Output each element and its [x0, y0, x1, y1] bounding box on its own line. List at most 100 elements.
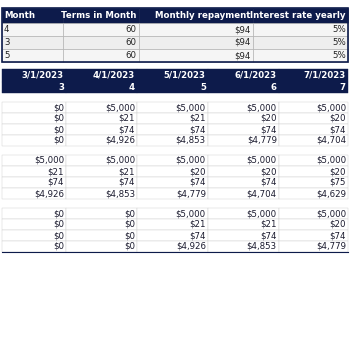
Text: Interest rate yearly: Interest rate yearly	[251, 11, 346, 20]
Bar	[139, 23, 253, 36]
Bar	[2, 241, 66, 252]
Bar	[66, 219, 137, 230]
Bar	[66, 155, 137, 166]
Bar	[137, 208, 208, 219]
Text: $4,779: $4,779	[316, 242, 346, 251]
Text: $4,926: $4,926	[176, 242, 206, 251]
Text: 5/1/2023: 5/1/2023	[164, 71, 206, 80]
Text: 7: 7	[340, 83, 346, 92]
Bar	[66, 208, 137, 219]
Text: $0: $0	[53, 114, 64, 123]
Text: $4,704: $4,704	[247, 189, 277, 198]
Bar	[253, 36, 348, 49]
Text: 5: 5	[4, 51, 9, 60]
Text: $4,926: $4,926	[105, 136, 135, 145]
Text: 3/1/2023: 3/1/2023	[22, 71, 64, 80]
Text: $21: $21	[118, 167, 135, 176]
Text: $74: $74	[118, 125, 135, 134]
Bar	[279, 166, 348, 177]
Text: $4,779: $4,779	[176, 189, 206, 198]
Text: $0: $0	[124, 220, 135, 229]
Bar	[137, 230, 208, 241]
Bar	[208, 155, 279, 166]
Text: $0: $0	[53, 136, 64, 145]
Bar	[2, 69, 66, 82]
Text: $20: $20	[329, 114, 346, 123]
Text: $5,000: $5,000	[105, 103, 135, 112]
Bar	[253, 49, 348, 62]
Bar	[279, 69, 348, 82]
Bar	[137, 166, 208, 177]
Text: $74: $74	[260, 125, 277, 134]
Bar	[208, 219, 279, 230]
Text: $74: $74	[189, 231, 206, 240]
Text: 7/1/2023: 7/1/2023	[304, 71, 346, 80]
Bar	[208, 135, 279, 146]
Bar	[2, 23, 63, 36]
Text: $5,000: $5,000	[105, 156, 135, 165]
Text: $0: $0	[124, 209, 135, 218]
Text: 3: 3	[4, 38, 9, 47]
Bar	[2, 219, 66, 230]
Bar	[208, 188, 279, 199]
Bar	[279, 219, 348, 230]
Text: $5,000: $5,000	[34, 156, 64, 165]
Bar	[208, 241, 279, 252]
Text: 60: 60	[126, 38, 136, 47]
Bar	[66, 230, 137, 241]
Text: $5,000: $5,000	[176, 209, 206, 218]
Text: $21: $21	[118, 114, 135, 123]
Text: 4: 4	[129, 83, 135, 92]
Bar	[139, 49, 253, 62]
Bar	[139, 8, 253, 23]
Text: $5,000: $5,000	[247, 103, 277, 112]
Bar	[66, 69, 137, 82]
Text: $74: $74	[189, 178, 206, 187]
Bar	[208, 102, 279, 113]
Text: $94: $94	[234, 38, 251, 47]
Bar	[208, 82, 279, 93]
Text: $4,704: $4,704	[316, 136, 346, 145]
Bar	[208, 230, 279, 241]
Bar	[279, 135, 348, 146]
Bar	[66, 82, 137, 93]
Text: $4,853: $4,853	[176, 136, 206, 145]
Text: $20: $20	[189, 167, 206, 176]
Bar	[137, 113, 208, 124]
Text: $5,000: $5,000	[247, 209, 277, 218]
Text: 5: 5	[200, 83, 206, 92]
Bar	[66, 177, 137, 188]
Bar	[66, 166, 137, 177]
Bar	[279, 208, 348, 219]
Bar	[279, 155, 348, 166]
Text: 60: 60	[126, 51, 136, 60]
Text: $5,000: $5,000	[316, 103, 346, 112]
Text: $4,853: $4,853	[105, 189, 135, 198]
Text: 6: 6	[271, 83, 277, 92]
Bar	[63, 49, 139, 62]
Text: 6/1/2023: 6/1/2023	[234, 71, 277, 80]
Text: 5%: 5%	[332, 51, 346, 60]
Bar	[66, 102, 137, 113]
Text: 5%: 5%	[332, 38, 346, 47]
Bar	[63, 36, 139, 49]
Text: Monthly repayment: Monthly repayment	[155, 11, 251, 20]
Bar	[2, 36, 63, 49]
Bar	[137, 102, 208, 113]
Text: $74: $74	[260, 178, 277, 187]
Bar	[208, 208, 279, 219]
Bar	[2, 166, 66, 177]
Text: $0: $0	[53, 209, 64, 218]
Bar	[279, 124, 348, 135]
Bar	[63, 8, 139, 23]
Bar	[2, 82, 66, 93]
Text: $4,779: $4,779	[247, 136, 277, 145]
Bar	[2, 188, 66, 199]
Text: $4,853: $4,853	[247, 242, 277, 251]
Bar	[279, 82, 348, 93]
Text: $0: $0	[53, 220, 64, 229]
Bar	[66, 124, 137, 135]
Text: $74: $74	[48, 178, 64, 187]
Bar	[279, 230, 348, 241]
Text: Terms in Month: Terms in Month	[61, 11, 136, 20]
